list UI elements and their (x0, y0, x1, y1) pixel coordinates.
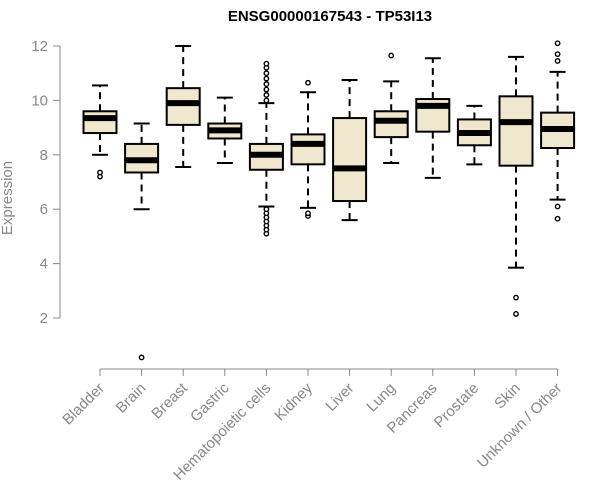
x-tick-label: Lung (363, 380, 399, 416)
y-tick-label: 6 (40, 201, 48, 218)
outlier-point (138, 354, 145, 361)
x-tick-label: Bladder (59, 380, 108, 429)
y-tick-label: 2 (40, 310, 48, 327)
outlier-point (388, 52, 395, 59)
outlier-point (97, 169, 103, 176)
outlier-point (263, 92, 270, 98)
x-tick-label: Brain (113, 380, 150, 417)
iqr-box (498, 95, 534, 167)
x-tick-label: Skin (491, 380, 524, 413)
outlier-point (554, 58, 561, 64)
box-prostate (456, 104, 492, 166)
outlier-point (263, 75, 270, 82)
iqr-box (82, 110, 118, 135)
outlier-point (263, 60, 270, 67)
box-liver (332, 79, 368, 222)
box-pancreas (415, 57, 451, 179)
boxes-group (82, 40, 576, 361)
y-tick-label: 8 (40, 147, 48, 164)
chart-title: ENSG00000167543 - TP53I13 (228, 8, 432, 25)
x-tick-label: Kidney (271, 379, 316, 424)
outlier-point (305, 79, 311, 86)
box-skin (498, 55, 534, 317)
y-axis-label: Expression (0, 161, 16, 235)
x-tick-label: Liver (322, 380, 357, 415)
y-axis: 2 4 6 8 10 12 (31, 38, 61, 327)
outlier-point (263, 81, 270, 87)
outlier-point (263, 206, 270, 213)
box-lung (373, 52, 409, 164)
y-tick-label: 12 (31, 38, 48, 55)
box-gastric (207, 96, 243, 164)
box-breast (165, 45, 201, 169)
outlier-point (513, 311, 519, 317)
box-bladder (82, 84, 118, 180)
x-tick-label: Breast (148, 379, 191, 422)
outlier-point (263, 70, 270, 77)
outlier-point (263, 97, 270, 104)
iqr-box (290, 133, 326, 166)
iqr-box (373, 110, 409, 139)
outlier-point (305, 210, 311, 217)
outlier-point (554, 51, 561, 58)
y-tick-label: 4 (40, 256, 48, 273)
box-hematopoietic-cells (248, 60, 284, 237)
box-unknown-other (540, 40, 576, 222)
iqr-box (165, 87, 201, 126)
box-brain (124, 122, 160, 361)
y-tick-label: 10 (31, 92, 48, 109)
outlier-point (513, 294, 519, 301)
outlier-point (554, 40, 561, 47)
outlier-point (263, 86, 270, 93)
outlier-point (554, 203, 561, 210)
iqr-box (332, 117, 368, 203)
x-tick-label: Prostate (431, 380, 483, 432)
outlier-point (554, 215, 561, 222)
box-kidney (290, 79, 326, 219)
